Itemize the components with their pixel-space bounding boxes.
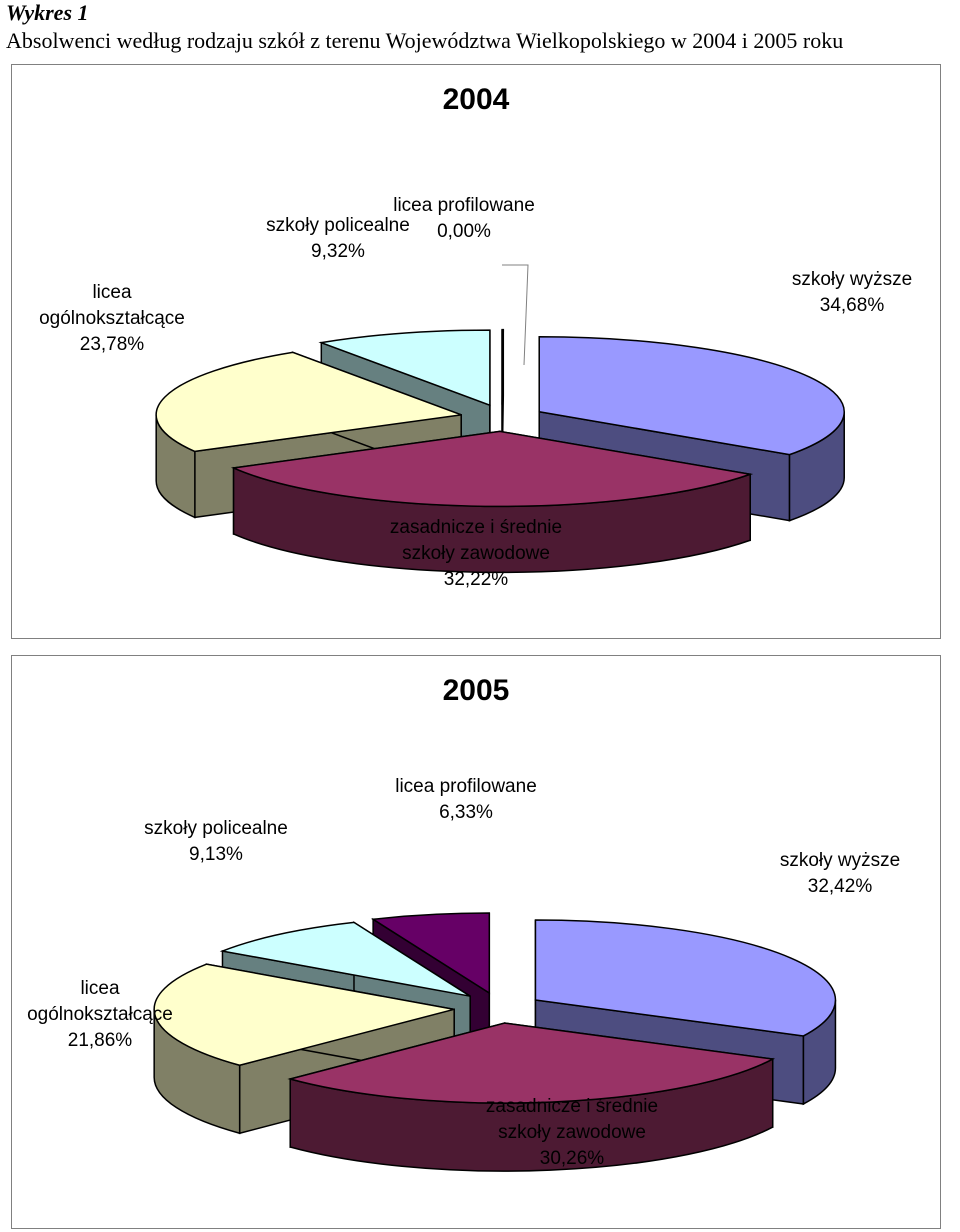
slice-top-face: [370, 912, 491, 995]
slice-name: zasadnicze i średnie szkoły zawodowe: [389, 517, 563, 564]
slice-value: 30,26%: [539, 1148, 605, 1169]
slice-value: 32,22%: [443, 569, 509, 590]
slice-top-face: [538, 336, 845, 456]
pie-chart-2005: [153, 912, 837, 1172]
slice-label-zasadnicze: zasadnicze i średnie szkoły zawodowe 32,…: [381, 515, 571, 593]
slice-name: szkoły wyższe: [779, 850, 901, 871]
slice-value: 9,13%: [189, 844, 243, 865]
figure-label: Wykres 1: [6, 0, 89, 25]
slice-label-licea-ogolnoksztalcace: licea ogólnokształcące 21,86%: [5, 976, 195, 1054]
slice-label-licea-profilowane: licea profilowane 0,00%: [393, 193, 535, 245]
slice-label-licea-profilowane: licea profilowane 6,33%: [395, 774, 537, 826]
slice-label-szkoly-policealne: szkoły policealne 9,13%: [144, 816, 288, 868]
pie-slice-zasadnicze: [230, 430, 754, 574]
slice-name: licea profilowane: [393, 195, 535, 216]
slice-top-face: [318, 329, 491, 407]
slice-name: licea ogólnokształcące: [39, 282, 185, 329]
slice-value: 9,32%: [311, 241, 365, 262]
slice-top-face: [153, 963, 455, 1067]
slice-value: 21,86%: [67, 1030, 133, 1051]
slice-value: 34,68%: [819, 295, 885, 316]
slice-label-licea-ogolnoksztalcace: licea ogólnokształcące 23,78%: [17, 280, 207, 358]
slice-top-face: [287, 1022, 776, 1104]
slice-label-szkoly-wyzsze: szkoły wyższe 32,42%: [780, 848, 900, 900]
pie-chart-2004: [155, 264, 845, 574]
slice-top-face: [155, 351, 462, 453]
slice-name: licea ogólnokształcące: [27, 978, 173, 1025]
chart-panel-2004: 2004 licea profilowane 0,00% szkoły poli…: [11, 64, 941, 639]
slice-name: szkoły wyższe: [791, 269, 913, 290]
slice-name: szkoły policealne: [144, 818, 288, 839]
leader-line: [502, 264, 529, 366]
pie-slice-zasadnicze: [287, 1022, 776, 1172]
slice-name: zasadnicze i średnie szkoły zawodowe: [485, 1096, 659, 1143]
chart-title-2005: 2005: [442, 674, 510, 707]
slice-top-face: [501, 328, 505, 405]
slice-name: licea profilowane: [395, 776, 537, 797]
slice-top-face: [534, 919, 837, 1037]
chart-panel-2005: 2005 licea profilowane 6,33% szkoły poli…: [11, 655, 941, 1229]
slice-value: 0,00%: [437, 221, 491, 242]
slice-value: 32,42%: [807, 876, 873, 897]
slice-value: 23,78%: [79, 334, 145, 355]
slice-name: szkoły policealne: [266, 215, 410, 236]
slice-label-szkoly-policealne: szkoły policealne 9,32%: [266, 213, 410, 265]
slice-label-szkoly-wyzsze: szkoły wyższe 34,68%: [792, 267, 912, 319]
chart-title-2004: 2004: [442, 83, 510, 116]
slice-top-face: [230, 430, 754, 508]
slice-value: 6,33%: [439, 802, 493, 823]
slice-top-face: [219, 921, 471, 997]
slice-label-zasadnicze: zasadnicze i średnie szkoły zawodowe 30,…: [477, 1094, 667, 1172]
figure-title: Absolwenci według rodzaju szkół z terenu…: [6, 28, 844, 53]
